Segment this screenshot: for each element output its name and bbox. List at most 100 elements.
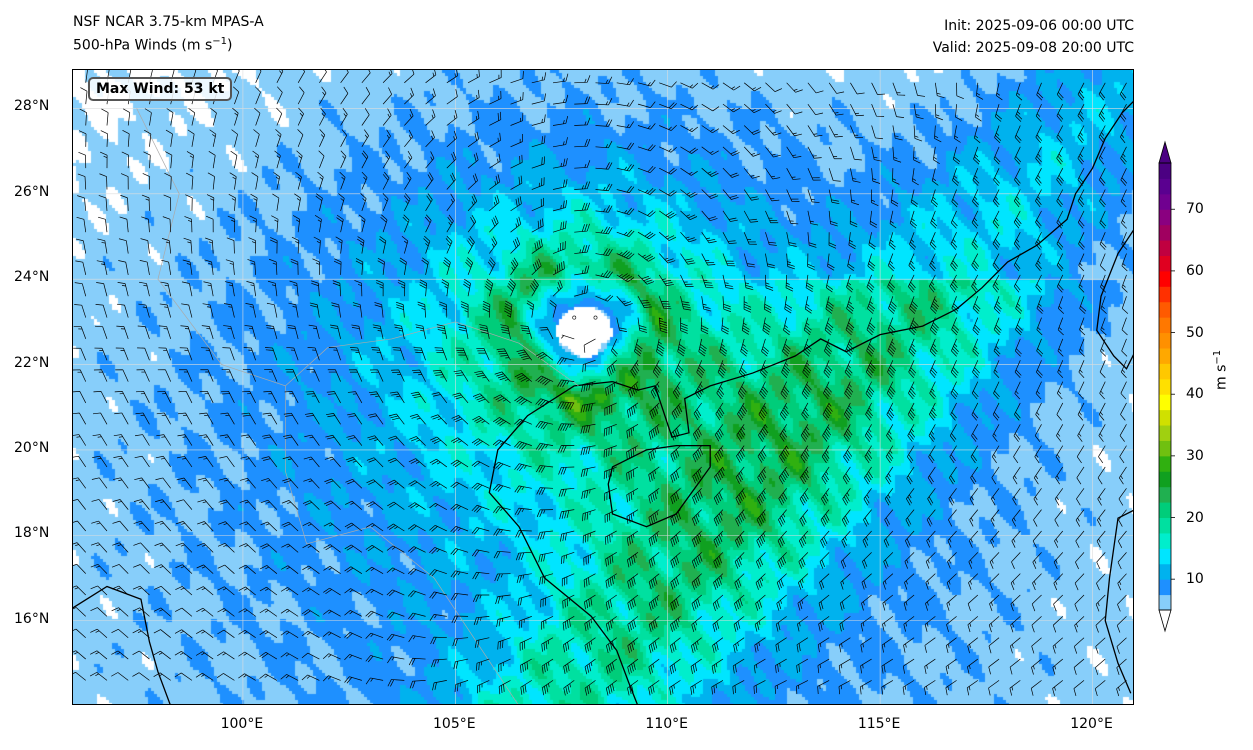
wind-barb bbox=[196, 542, 214, 553]
wind-barb bbox=[735, 466, 745, 484]
wind-barb bbox=[680, 231, 697, 243]
wind-barb bbox=[335, 236, 343, 254]
wind-barb bbox=[1121, 253, 1128, 272]
wind-barb bbox=[583, 338, 596, 353]
wind-barb bbox=[887, 360, 896, 378]
wind-barb bbox=[90, 607, 108, 617]
wind-barb bbox=[399, 257, 407, 275]
wind-barb bbox=[828, 125, 843, 138]
wind-barb bbox=[947, 530, 957, 548]
wind-barb bbox=[993, 296, 1002, 314]
wind-barb bbox=[1056, 424, 1064, 442]
wind-barb bbox=[431, 392, 448, 404]
wind-barb bbox=[785, 274, 794, 292]
wind-barb bbox=[1036, 82, 1044, 101]
wind-barb bbox=[740, 338, 749, 357]
wind-barb bbox=[871, 168, 881, 184]
wind-barb bbox=[843, 402, 853, 421]
wind-barb bbox=[1077, 189, 1085, 208]
wind-barb bbox=[828, 232, 837, 249]
wind-barb bbox=[562, 594, 575, 609]
colorbar-extend-min bbox=[1158, 609, 1172, 633]
wind-barb bbox=[970, 445, 979, 464]
wind-barb bbox=[1057, 317, 1064, 336]
wind-barb bbox=[574, 75, 591, 84]
wind-barb bbox=[1015, 296, 1023, 314]
field-title-sup: −1 bbox=[212, 36, 228, 47]
wind-barb bbox=[378, 236, 387, 254]
wind-barb bbox=[825, 274, 834, 293]
wind-barb bbox=[467, 152, 479, 169]
wind-barb bbox=[648, 658, 660, 675]
wind-barb bbox=[539, 327, 554, 340]
wind-barb bbox=[563, 680, 575, 696]
wind-barb bbox=[692, 466, 702, 484]
border-line bbox=[285, 385, 519, 704]
wind-barb bbox=[537, 530, 554, 540]
wind-barb bbox=[1117, 530, 1127, 548]
colorbar-label: m s−1 bbox=[1212, 350, 1230, 390]
wind-barb bbox=[616, 164, 635, 172]
wind-barb bbox=[552, 94, 569, 105]
wind-barb bbox=[992, 189, 1000, 208]
wind-barb bbox=[519, 637, 532, 651]
wind-barb bbox=[324, 478, 341, 489]
wind-barb bbox=[756, 509, 766, 527]
wind-barb bbox=[397, 279, 406, 297]
wind-barb bbox=[111, 650, 129, 660]
wind-barb bbox=[972, 338, 980, 357]
wind-barb bbox=[1121, 296, 1129, 314]
wind-barb bbox=[264, 347, 278, 361]
wind-barb bbox=[268, 258, 278, 275]
wind-barb bbox=[249, 215, 257, 233]
wind-barb bbox=[637, 123, 656, 130]
wind-barb bbox=[968, 552, 979, 569]
wind-barb bbox=[680, 296, 692, 311]
lat-label: 22°N bbox=[14, 354, 50, 371]
wind-barb bbox=[474, 637, 490, 649]
wind-barb bbox=[711, 658, 724, 674]
wind-barb bbox=[1098, 82, 1106, 101]
wind-barb bbox=[520, 680, 532, 695]
wind-barb bbox=[75, 238, 87, 254]
wind-barb bbox=[778, 509, 787, 527]
wind-barb bbox=[1077, 82, 1085, 101]
wind-barb bbox=[840, 573, 851, 590]
wind-barb bbox=[531, 238, 543, 254]
wind-barb bbox=[348, 369, 363, 382]
wind-barb bbox=[389, 391, 405, 404]
wind-barb bbox=[828, 103, 844, 116]
wind-barb bbox=[561, 334, 575, 340]
wind-barb bbox=[863, 488, 872, 506]
wind-barb bbox=[266, 302, 278, 318]
wind-barb bbox=[637, 317, 648, 333]
wind-barb bbox=[242, 390, 256, 404]
wind-barb bbox=[489, 153, 501, 169]
wind-barb bbox=[467, 131, 479, 148]
wind-barb bbox=[408, 480, 426, 489]
wind-barb bbox=[403, 193, 411, 212]
wind-barb bbox=[743, 103, 761, 114]
wind-barb bbox=[344, 588, 363, 596]
wind-barb bbox=[332, 280, 341, 297]
wind-barb bbox=[287, 324, 299, 340]
wind-barb bbox=[574, 160, 591, 169]
wind-barb bbox=[302, 565, 320, 574]
wind-barb bbox=[795, 680, 809, 694]
wind-barb bbox=[562, 616, 575, 631]
wind-barb bbox=[1095, 658, 1106, 675]
wind-barb bbox=[295, 171, 302, 190]
wind-barb bbox=[1009, 637, 1021, 654]
colorbar-segment bbox=[1159, 486, 1171, 503]
wind-barb bbox=[240, 456, 256, 468]
wind-barb bbox=[584, 680, 596, 696]
wind-barb bbox=[346, 435, 363, 446]
wind-barb bbox=[517, 594, 532, 606]
wind-barb bbox=[138, 303, 150, 318]
wind-barb bbox=[175, 607, 193, 617]
wind-barb bbox=[510, 175, 523, 190]
wind-barb bbox=[205, 215, 214, 233]
wind-barb bbox=[670, 445, 681, 462]
wind-barb bbox=[775, 658, 787, 674]
wind-barb bbox=[913, 146, 921, 164]
